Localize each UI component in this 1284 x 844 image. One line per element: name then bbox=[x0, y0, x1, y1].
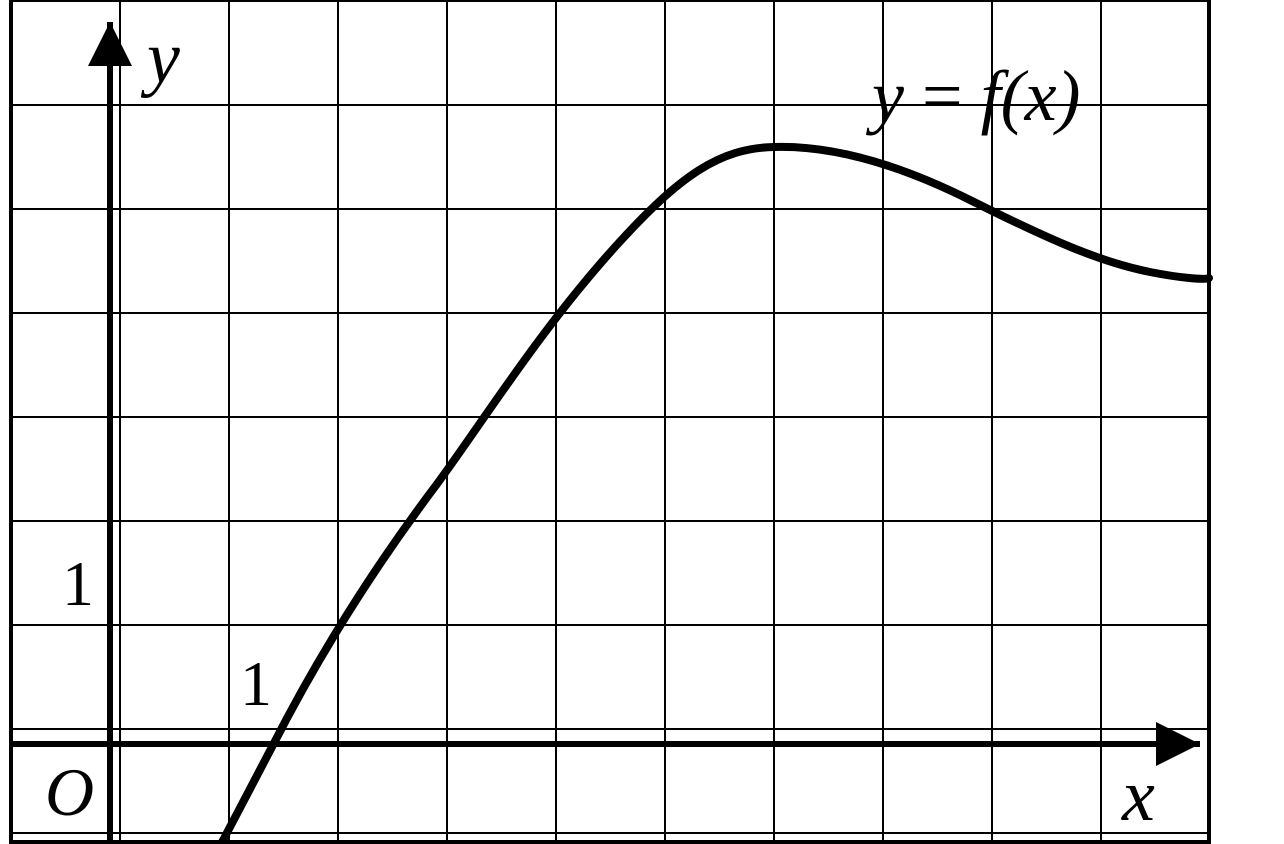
function-label: y = f(x) bbox=[865, 56, 1081, 136]
y-axis-arrow-icon bbox=[88, 22, 132, 66]
y-tick-1-label: 1 bbox=[62, 548, 94, 619]
y-axis-label: y bbox=[140, 17, 180, 99]
labels: O 1 1 y x y = f(x) bbox=[45, 17, 1155, 837]
function-graph: O 1 1 y x y = f(x) bbox=[0, 0, 1284, 844]
function-curve bbox=[219, 147, 1209, 844]
x-axis-label: x bbox=[1121, 755, 1155, 837]
curve bbox=[219, 147, 1209, 844]
x-tick-1-label: 1 bbox=[240, 648, 272, 719]
origin-label: O bbox=[45, 754, 94, 830]
axes bbox=[11, 22, 1200, 840]
